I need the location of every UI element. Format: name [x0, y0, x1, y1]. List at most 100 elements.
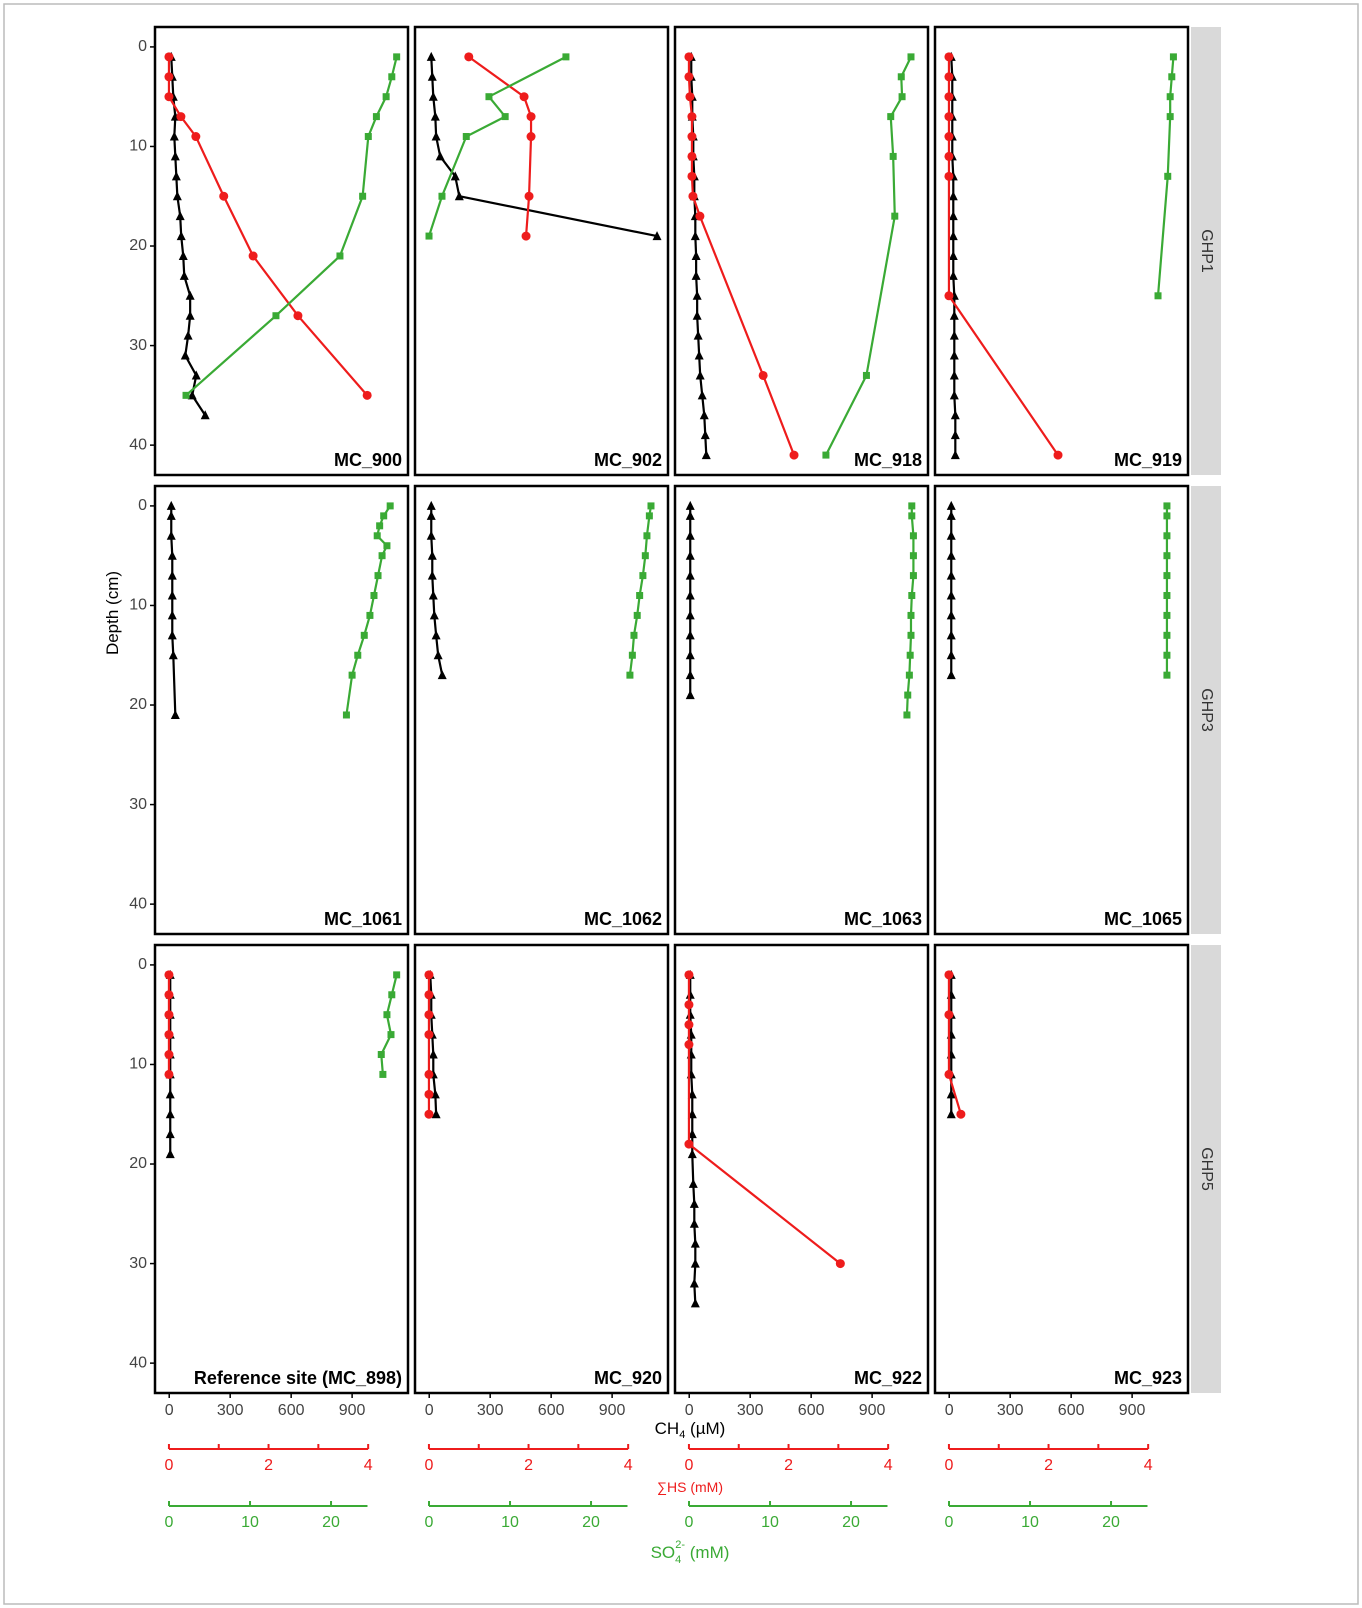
triangle-marker: [948, 191, 958, 201]
square-marker: [639, 572, 647, 580]
y-tick-label: 40: [129, 436, 147, 453]
circle-marker: [1053, 450, 1063, 460]
circle-marker: [176, 112, 186, 122]
circle-marker: [684, 1000, 694, 1010]
circle-marker: [835, 1259, 845, 1269]
triangle-marker: [685, 1009, 695, 1019]
triangle-marker: [426, 500, 436, 510]
circle-marker: [424, 990, 434, 1000]
panel-frame: [673, 943, 930, 1395]
square-marker: [905, 671, 913, 679]
triangle-marker: [948, 211, 958, 221]
so4-tick-label: 10: [761, 1514, 779, 1531]
triangle-marker: [948, 270, 958, 280]
triangle-marker: [180, 350, 190, 360]
triangle-marker: [427, 570, 437, 580]
circle-marker: [684, 970, 694, 980]
triangle-marker: [691, 250, 701, 260]
profile-line: [427, 55, 567, 237]
triangle-marker: [685, 989, 695, 999]
so4-tick-label: 20: [1102, 1514, 1120, 1531]
circle-marker: [944, 151, 954, 161]
triangle-marker: [427, 71, 437, 81]
triangle-marker: [946, 1109, 956, 1119]
triangle-marker: [699, 410, 709, 420]
triangle-marker: [949, 350, 959, 360]
triangle-marker: [437, 670, 447, 680]
square-marker: [379, 1070, 387, 1078]
x-tick-label: 900: [859, 1402, 886, 1419]
circle-marker: [685, 92, 695, 102]
circle-marker: [164, 990, 174, 1000]
triangle-marker: [687, 1149, 697, 1159]
square-marker: [562, 53, 570, 61]
circle-marker: [758, 370, 768, 380]
square-marker: [643, 532, 651, 540]
circle-marker: [956, 1109, 966, 1119]
triangle-marker: [685, 590, 695, 600]
circle-marker: [248, 251, 258, 261]
x-tick-label: 300: [737, 1402, 764, 1419]
triangle-marker: [689, 1218, 699, 1228]
triangle-marker: [175, 211, 185, 221]
profile-line: [824, 56, 912, 456]
triangle-marker: [167, 590, 177, 600]
square-marker: [378, 552, 386, 560]
triangle-marker: [433, 650, 443, 660]
triangle-marker: [689, 1278, 699, 1288]
circle-marker: [944, 291, 954, 301]
triangle-marker: [185, 310, 195, 320]
triangle-marker: [167, 550, 177, 560]
triangle-marker: [694, 350, 704, 360]
panel-frame: [413, 25, 670, 477]
square-marker: [364, 133, 372, 141]
y-tick-label: 20: [129, 237, 147, 254]
circle-marker: [191, 132, 201, 142]
square-marker: [372, 113, 380, 121]
triangle-marker: [172, 191, 182, 201]
square-marker: [373, 532, 381, 540]
panel-label: Reference site (MC_898): [194, 1368, 402, 1388]
square-marker: [438, 192, 446, 200]
square-marker: [1163, 651, 1171, 659]
so4-tick-label: 0: [685, 1514, 694, 1531]
triangle-marker: [170, 151, 180, 161]
y-tick-label: 40: [129, 1354, 147, 1371]
panel-frame: [933, 484, 1190, 936]
y-tick-label: 10: [129, 597, 147, 614]
profile-line: [430, 56, 658, 238]
triangle-marker: [428, 91, 438, 101]
triangle-marker: [191, 370, 201, 380]
triangle-marker: [431, 1109, 441, 1119]
square-marker: [1168, 73, 1176, 81]
triangle-marker: [950, 410, 960, 420]
square-marker: [628, 651, 636, 659]
circle-marker: [944, 132, 954, 142]
square-marker: [908, 502, 916, 510]
circle-marker: [424, 970, 434, 980]
circle-marker: [687, 112, 697, 122]
circle-marker: [688, 191, 698, 201]
square-marker: [383, 1011, 391, 1019]
x-tick-label: 0: [945, 1402, 954, 1419]
triangle-marker: [692, 310, 702, 320]
square-marker: [370, 592, 378, 600]
y-tick-label: 20: [129, 1155, 147, 1172]
square-marker: [501, 113, 509, 121]
panel: MC_922: [673, 943, 930, 1395]
triangle-marker: [946, 590, 956, 600]
so4-tick-label: 0: [945, 1514, 954, 1531]
triangle-marker: [946, 500, 956, 510]
triangle-marker: [685, 530, 695, 540]
y-tick-label: 0: [138, 497, 147, 514]
square-marker: [348, 671, 356, 679]
x-tick-label: 600: [278, 1402, 305, 1419]
x-tick-label: 900: [1119, 1402, 1146, 1419]
circle-marker: [164, 970, 174, 980]
square-marker: [906, 651, 914, 659]
square-marker: [898, 93, 906, 101]
square-marker: [393, 53, 401, 61]
circle-marker: [687, 151, 697, 161]
panel-frame: [673, 484, 930, 936]
